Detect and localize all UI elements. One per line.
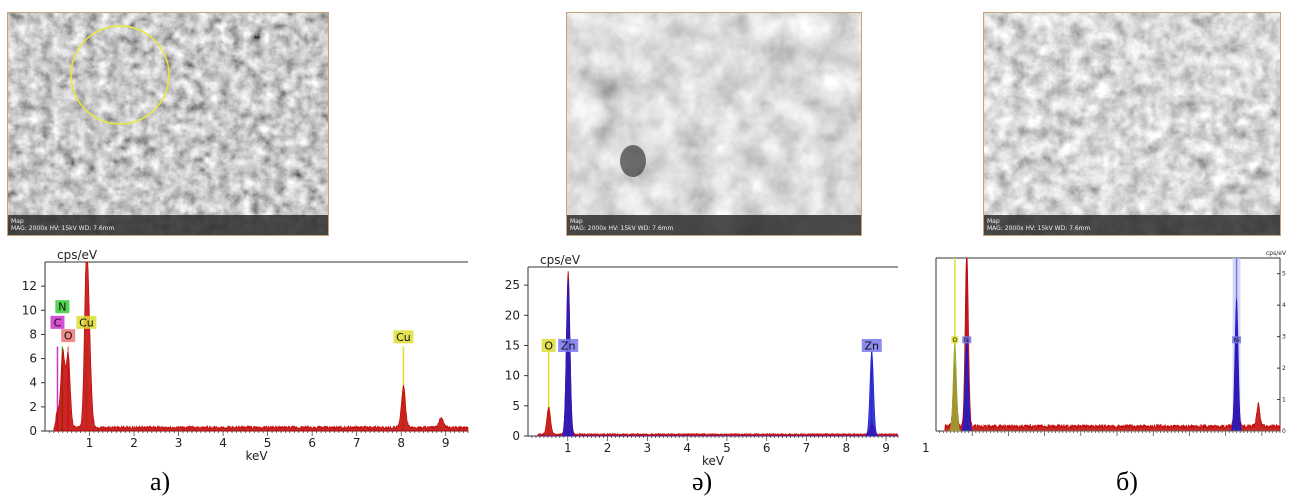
y-axis-label: cps/eV xyxy=(57,248,98,262)
sem-info: MAG: 2000x HV: 15kV WD: 7.6mm xyxy=(987,225,1091,232)
y-tick-label: 1 xyxy=(1282,397,1286,404)
eds-spectrum-a: cps/eV 0 2 4 6 8 10 12 1 2 3 4 5 6 7 8 9 keV N C O Cu Cu xyxy=(0,248,470,466)
x-tick-label: 9 xyxy=(882,441,890,455)
element-tag-bg xyxy=(541,338,556,352)
element-tag-bg xyxy=(861,338,882,352)
x-tick-label: 5 xyxy=(723,441,731,455)
element-tag-bg xyxy=(393,330,414,344)
caption-b: б) xyxy=(1116,467,1138,496)
x-tick-label: 6 xyxy=(308,436,316,450)
sem-label: Map xyxy=(987,218,1000,225)
element-tag-label: Ni xyxy=(1233,337,1239,344)
y-tick-label: 4 xyxy=(1282,302,1286,309)
element-tag-bg xyxy=(55,300,70,314)
y-tick-label: 20 xyxy=(505,308,520,322)
element-tag-label: Cu xyxy=(79,316,94,329)
y-tick-label: 10 xyxy=(505,369,520,383)
y-tick-label: 10 xyxy=(22,303,37,317)
x-tick-label: 7 xyxy=(803,441,811,455)
sem-image-a: Map MAG: 2000x HV: 15kV WD: 7.6mm xyxy=(7,12,329,236)
spectrum-series xyxy=(943,298,1280,432)
y-tick-label: 5 xyxy=(512,399,520,413)
y-tick-label: 8 xyxy=(29,327,37,341)
y-tick-label: 4 xyxy=(29,376,37,390)
sem-label: Map xyxy=(11,218,24,225)
x-tick-label: 5 xyxy=(264,436,272,450)
highlight-circle xyxy=(70,25,170,125)
x-tick-label: 8 xyxy=(842,441,850,455)
sem-info: MAG: 2000x HV: 15kV WD: 7.6mm xyxy=(11,225,115,232)
element-tag-label: N xyxy=(58,301,66,314)
element-tag-label: O xyxy=(64,330,73,343)
sem-image-b: Map MAG: 2000x HV: 15kV WD: 7.6mm xyxy=(983,12,1281,236)
x-axis-label: keV xyxy=(245,449,268,463)
y-tick-label: 15 xyxy=(505,338,520,352)
element-tag-label: Cu xyxy=(396,331,411,344)
spectrum-series xyxy=(943,342,1280,432)
x-tick-label: 2 xyxy=(130,436,138,450)
y-tick-label: 25 xyxy=(505,278,520,292)
y-tick-label: 2 xyxy=(29,400,37,414)
y-axis-label: cps/eV xyxy=(540,253,581,267)
x-tick-label: 2 xyxy=(604,441,612,455)
element-tag-bg xyxy=(61,329,76,343)
element-tag-bg xyxy=(962,336,972,344)
x-tick-label: 4 xyxy=(219,436,227,450)
element-tag-label: O xyxy=(952,337,957,344)
element-tag-label: O xyxy=(544,339,553,352)
y-tick-label: 0 xyxy=(29,424,37,438)
sem-footer-b: Map MAG: 2000x HV: 15kV WD: 7.6mm xyxy=(984,215,1280,235)
y-tick-label: 0 xyxy=(1282,428,1286,435)
element-tag-bg xyxy=(76,315,97,329)
spectrum-series xyxy=(535,279,898,437)
sem-texture-e xyxy=(567,13,861,235)
x-tick-label: 7 xyxy=(353,436,361,450)
spectrum-series xyxy=(943,257,1281,432)
x-tick-label: 3 xyxy=(644,441,652,455)
x-tick-label: 6 xyxy=(763,441,771,455)
x-tick-label: 8 xyxy=(397,436,405,450)
element-tag-label: Zn xyxy=(561,339,576,352)
element-tag-bg xyxy=(1232,336,1242,344)
x-tick-label: 1 xyxy=(86,436,94,450)
element-tag-label: Zn xyxy=(864,339,879,352)
sem-label: Map xyxy=(570,218,583,225)
element-tag-bg xyxy=(50,315,65,329)
sem-footer-e: Map MAG: 2000x HV: 15kV WD: 7.6mm xyxy=(567,215,861,235)
element-tag-bg xyxy=(951,336,959,344)
y-tick-label: 3 xyxy=(1282,334,1286,341)
y-tick-label: 2 xyxy=(1282,365,1286,372)
sem-texture-b xyxy=(984,13,1280,235)
y-tick-label: 5 xyxy=(1282,271,1286,278)
x-tick-label: 3 xyxy=(175,436,183,450)
spectrum-series xyxy=(535,271,899,437)
x-tick-label: 9 xyxy=(442,436,450,450)
spectrum-series xyxy=(53,261,469,432)
x-tick-label: 4 xyxy=(683,441,691,455)
sem-texture-a xyxy=(8,13,328,235)
y-tick-label: 12 xyxy=(22,279,37,293)
eds-spectrum-e: cps/eV 0 5 10 15 20 25 1 2 3 4 5 6 7 8 9 1 keV O Zn Zn xyxy=(490,253,930,471)
sem-info: MAG: 2000x HV: 15kV WD: 7.6mm xyxy=(570,225,674,232)
x-tick-label: 1 xyxy=(922,441,930,455)
y-tick-label: 0 xyxy=(512,429,520,443)
sem-footer-a: Map MAG: 2000x HV: 15kV WD: 7.6mm xyxy=(8,215,328,235)
caption-e: ә) xyxy=(692,467,713,496)
y-tick-label: 6 xyxy=(29,352,37,366)
caption-a: а) xyxy=(150,467,171,496)
sem-image-e: Map MAG: 2000x HV: 15kV WD: 7.6mm xyxy=(566,12,862,236)
element-tag-bg xyxy=(558,338,579,352)
eds-spectrum-b: cps/eV 0 1 2 3 4 5 O Ni Ni xyxy=(928,248,1291,438)
element-tag-label: Ni xyxy=(964,337,970,344)
element-tag-label: C xyxy=(54,316,62,329)
y-axis-label: cps/eV xyxy=(1266,250,1287,257)
x-tick-label: 1 xyxy=(564,441,572,455)
x-axis-label: keV xyxy=(702,454,725,468)
